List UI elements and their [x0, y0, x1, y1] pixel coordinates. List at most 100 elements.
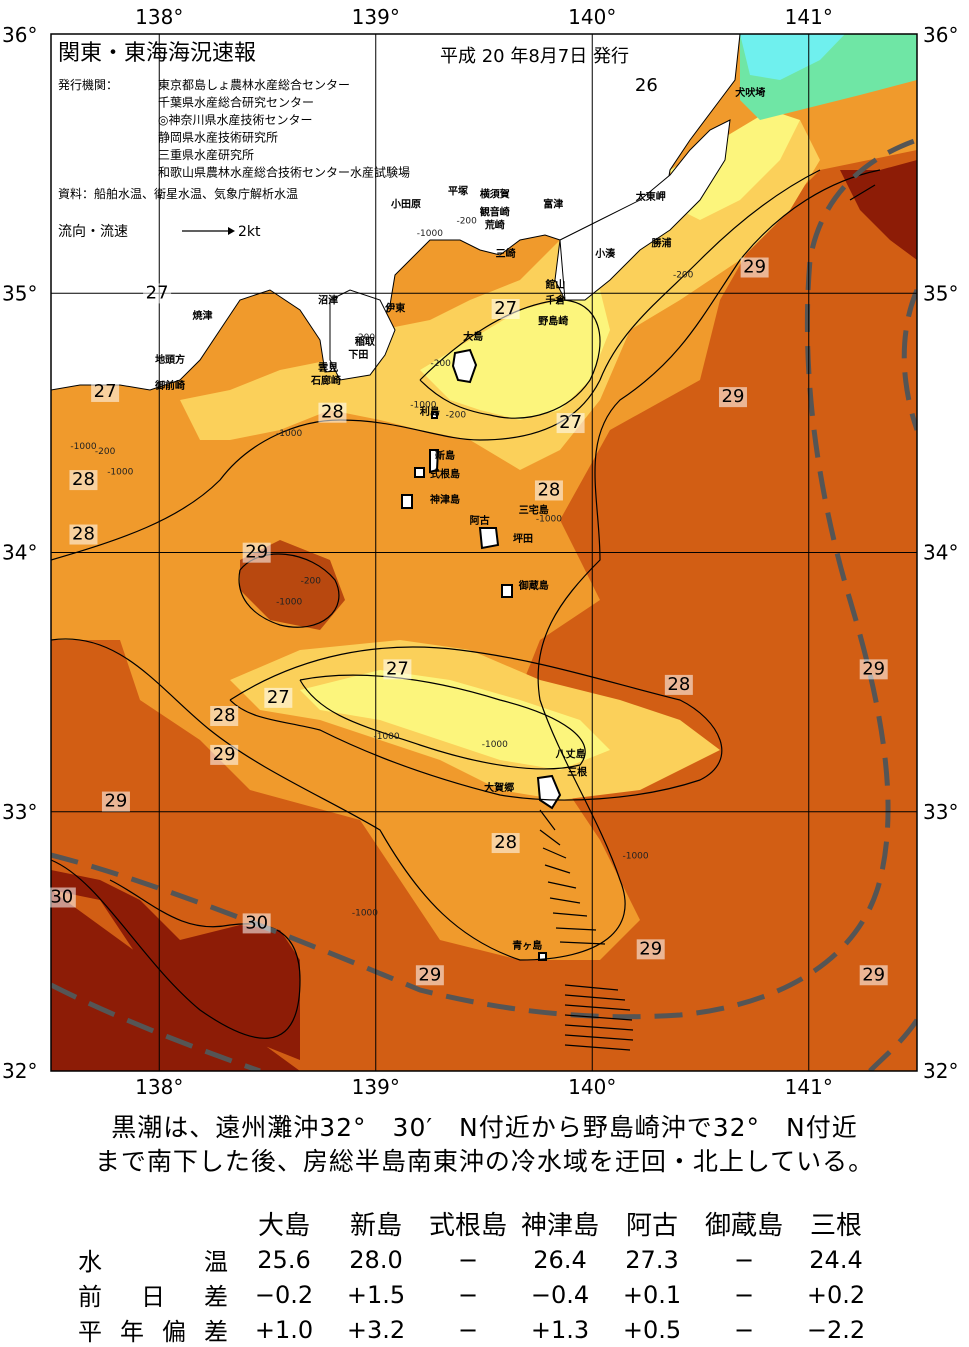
island-toshima	[431, 411, 438, 419]
isotherm-label-bg	[69, 470, 98, 491]
island-kozushima	[401, 494, 413, 509]
place-label: 地頭方	[155, 353, 185, 366]
station-header: 三根	[809, 1211, 862, 1241]
isotherm-label-bg	[210, 744, 239, 765]
agency-item: 静岡県水産技術研究所	[158, 130, 278, 145]
data-sources: 資料：船舶水温、衛星水温、気象庁解析水温	[58, 186, 298, 201]
place-label: 野島崎	[538, 314, 568, 327]
lat-label-right: 35°	[923, 281, 958, 305]
agency-item: 三重県水産研究所	[158, 147, 254, 162]
table-row: 前日差 −0.2 +1.5 − −0.4 +0.1 − +0.2	[78, 1277, 882, 1312]
depth-contour-label: -1000	[410, 400, 436, 410]
lon-label-top: 140°	[568, 5, 616, 29]
lat-label-left: 32°	[2, 1059, 37, 1083]
table-cell: +0.2	[806, 1280, 866, 1309]
table-row: 平年偏差 +1.0 +3.2 − +1.3 +0.5 − −2.2	[78, 1312, 882, 1347]
depth-contour-label: -200	[95, 447, 116, 457]
issue-date: 平成 20 年8月7日 発行	[440, 46, 629, 67]
place-label: 坪田	[513, 532, 533, 545]
agency-item: 千葉県水産総合研究センター	[158, 95, 314, 110]
sea-30-zone-east	[840, 160, 917, 260]
row-label: 平年偏差	[78, 1318, 228, 1346]
lon-label-bottom: 139°	[352, 1075, 400, 1099]
isotherm-label: 27	[386, 658, 409, 679]
isotherm-label-bg	[242, 542, 271, 563]
station-header: 新島	[349, 1211, 402, 1241]
sea-26-zone-south	[300, 670, 610, 770]
table-cell: 26.4	[533, 1245, 587, 1274]
isotherm-label: 29	[862, 964, 885, 985]
sea-30-zone-sw	[51, 870, 300, 1071]
row-label: 前日差	[78, 1283, 228, 1311]
isotherm-label: 28	[72, 524, 95, 545]
station-header: 阿古	[625, 1211, 678, 1241]
place-label: 横須賀	[480, 187, 510, 200]
row-label: 水温	[78, 1248, 228, 1276]
sea-26-zone-north	[420, 290, 610, 420]
isotherm-label: 29	[639, 938, 662, 959]
place-label: 阿古	[470, 514, 490, 527]
isotherm-label-bg	[318, 402, 347, 423]
table-cell: +1.5	[346, 1280, 406, 1309]
isotherm-label-bg	[210, 706, 239, 727]
place-label: 三宅島	[519, 504, 549, 517]
isotherm-label-bg	[242, 913, 271, 934]
cold-water-core	[740, 34, 845, 80]
flow-legend-label: 流向・流速	[58, 224, 128, 240]
isotherm-label-bg	[859, 965, 888, 986]
isotherm-label: 29	[743, 257, 766, 278]
place-label: 小田原	[390, 198, 421, 211]
table-cell: 24.4	[809, 1245, 863, 1274]
isotherm-labels: 26 27 27 27 27 27 27 28 28 28 28 28 28 28 29 29 29 29 29 29…	[47, 75, 888, 986]
depth-contour-label: -200	[673, 271, 694, 281]
isotherm-label: 27	[267, 687, 290, 708]
depth-contour-label: -1000	[373, 732, 399, 742]
lon-label-bottom: 140°	[568, 1075, 616, 1099]
isotherm-label-bg	[143, 283, 172, 304]
sea-temperature-map: 関東・東海海況速報 平成 20 年8月7日 発行 発行機関： 東京都島しょ農林水…	[2, 5, 958, 1099]
isotherm-label-bg	[740, 257, 769, 278]
place-label: 焼津	[193, 309, 213, 322]
place-label: 三崎	[496, 247, 516, 260]
island-niijima	[429, 449, 440, 474]
table-cell: −2.2	[806, 1315, 866, 1344]
flow-scale-arrowhead	[228, 227, 235, 235]
station-header: 御蔵島	[704, 1211, 783, 1241]
isotherm-label-bg	[556, 413, 585, 434]
current-vectors	[539, 184, 876, 1051]
place-label: 小湊	[594, 247, 616, 260]
table-cell: −	[733, 1280, 755, 1309]
station-header: 大島	[257, 1211, 310, 1241]
place-label: 平塚	[448, 185, 468, 198]
isotherm-label-bg	[632, 76, 661, 97]
place-label: 観音崎	[480, 205, 510, 218]
isotherm-label-bg	[859, 659, 888, 680]
lat-label-right: 34°	[923, 541, 958, 565]
table-cell: 28.0	[349, 1245, 403, 1274]
place-label: 伊東	[384, 301, 405, 314]
table-cell: +3.2	[346, 1315, 406, 1344]
table-cell: −	[733, 1245, 755, 1274]
table-cell: +0.1	[622, 1280, 682, 1309]
table-cell: +1.3	[530, 1315, 590, 1344]
table-header-row: 大島 新島 式根島 神津島 阿古 御蔵島 三根	[78, 1205, 882, 1242]
isotherm-label: 28	[537, 479, 560, 500]
place-label: 太東岬	[635, 190, 666, 203]
isotherm-label: 28	[321, 402, 344, 423]
isotherm-label: 29	[213, 744, 236, 765]
lon-label-bottom: 138°	[135, 1075, 183, 1099]
depth-contour-label: -1000	[536, 514, 562, 524]
table-cell: 27.3	[625, 1245, 679, 1274]
depth-contour-label: -1000	[482, 740, 508, 750]
depth-contour-label: -1000	[276, 597, 302, 607]
island-shikinejima	[414, 467, 425, 478]
place-label: 青ヶ島	[512, 939, 542, 952]
map-title: 関東・東海海況速報	[58, 41, 256, 66]
agency-item: 東京都島しょ農林水産総合センター	[158, 77, 350, 92]
lon-label-top: 141°	[785, 5, 833, 29]
isotherm-label-bg	[534, 480, 563, 501]
isotherm-label-bg	[491, 833, 520, 854]
depth-contour-label: -1000	[276, 429, 302, 439]
isotherm-label-bg	[636, 939, 665, 960]
